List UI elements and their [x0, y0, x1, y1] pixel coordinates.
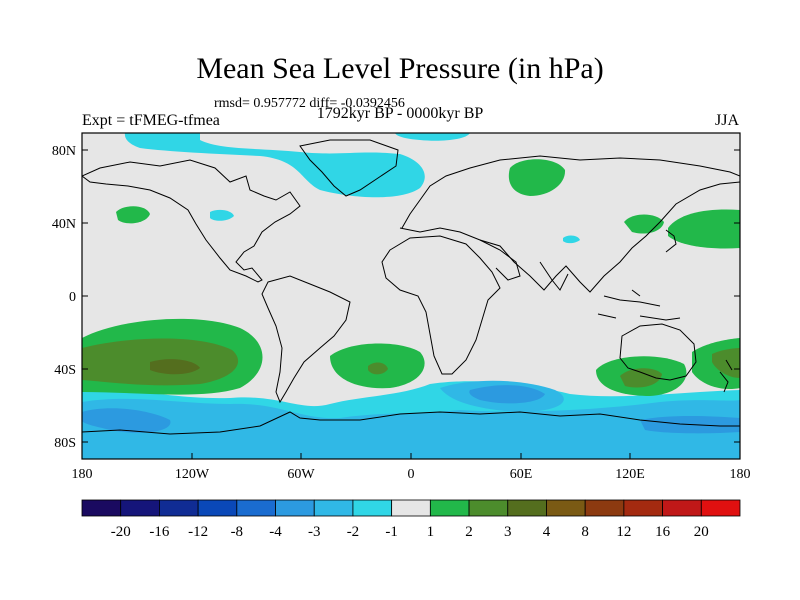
colorbar-swatch	[352, 499, 393, 517]
colorbar-swatch	[81, 499, 122, 517]
colorbar-label: -12	[188, 524, 208, 540]
colorbar-swatch	[313, 499, 354, 517]
southeast-asia-islands	[597, 289, 681, 321]
lat-label-40s: 40S	[54, 363, 76, 378]
antarctic-negative-core	[82, 398, 740, 459]
lon-label-60e: 60E	[510, 467, 533, 482]
colorbar-label: -1	[385, 524, 398, 540]
colorbar-label: -4	[269, 524, 282, 540]
colorbar-label: 2	[465, 524, 473, 540]
colorbar-swatch	[546, 499, 586, 517]
antarctica-coastline	[82, 411, 740, 435]
south-atlantic-positive-core	[368, 362, 388, 375]
eurasia-coastline	[399, 155, 740, 293]
season-label: JJA	[715, 112, 740, 129]
colorbar: -20 -16 -12 -8 -4 -3 -2 -1 1 2 3 4 8 12 16 20	[81, 499, 741, 540]
lon-label-180w: 180	[72, 467, 93, 482]
south-pacific-strong-core	[150, 359, 200, 375]
colorbar-label: -20	[111, 524, 131, 540]
lat-label-0: 0	[69, 290, 76, 305]
africa-coastline	[381, 235, 501, 375]
lat-label-40n: 40N	[52, 217, 76, 232]
colorbar-swatch	[662, 499, 702, 517]
north-atlantic-small-negative	[210, 209, 234, 221]
east-asia-positive-cell	[624, 214, 664, 234]
colorbar-swatch	[623, 499, 663, 517]
lon-label-180e: 180	[730, 467, 751, 482]
colorbar-swatch	[391, 499, 431, 517]
lon-label-120w: 120W	[175, 467, 210, 482]
colorbar-label: -2	[347, 524, 360, 540]
japan-coastline	[665, 229, 677, 253]
lon-label-120e: 120E	[615, 467, 645, 482]
coastlines	[82, 139, 740, 435]
lat-label-80n: 80N	[52, 144, 76, 159]
colorbar-label: -8	[231, 524, 244, 540]
colorbar-swatch	[584, 499, 625, 517]
lat-label-80s: 80S	[54, 436, 76, 451]
colorbar-label: 16	[655, 524, 671, 540]
colorbar-swatch	[236, 499, 276, 517]
colorbar-label: 1	[427, 524, 435, 540]
lon-label-60w: 60W	[287, 467, 315, 482]
north-pacific-west-positive-cell	[116, 206, 150, 224]
lon-label-0: 0	[408, 467, 415, 482]
arctic-greenland-negative	[124, 133, 425, 198]
anomaly-fields	[82, 133, 740, 459]
southern-ocean-strong-negative	[82, 408, 171, 433]
siberia-positive-cell	[508, 159, 566, 196]
colorbar-label: -16	[149, 524, 169, 540]
colorbar-swatch	[275, 499, 315, 517]
colorbar-swatch	[700, 499, 741, 517]
colorbar-label: 12	[616, 524, 631, 540]
colorbar-label: 20	[694, 524, 709, 540]
southwest-pacific-positive-core	[712, 348, 740, 378]
indian-sector-strong-negative	[469, 385, 545, 404]
colorbar-label: 4	[543, 524, 551, 540]
north-america-coastline	[82, 159, 301, 283]
time-period-label: 1792kyr BP - 0000kyr BP	[316, 105, 484, 122]
colorbar-label: -3	[308, 524, 321, 540]
australia-coastline	[619, 323, 697, 381]
colorbar-swatch	[507, 499, 547, 517]
colorbar-swatch	[159, 499, 199, 517]
axis-ticks	[81, 149, 741, 459]
rmsd-diff-stats: rmsd= 0.957772 diff= -0.0392456	[214, 96, 405, 111]
colorbar-label: 8	[581, 524, 589, 540]
colorbar-label: 3	[504, 524, 512, 540]
north-pacific-positive-cell	[668, 209, 740, 249]
arctic-east-negative	[395, 133, 470, 141]
south-america-coastline	[261, 275, 351, 404]
central-asia-small-negative	[563, 235, 580, 244]
experiment-label: Expt = tFMEG-tfmea	[82, 112, 220, 129]
colorbar-swatch	[468, 499, 509, 517]
colorbar-swatch	[197, 499, 238, 517]
colorbar-swatch	[429, 499, 470, 517]
arabia-india-coastline	[479, 239, 569, 291]
greenland-coastline	[299, 139, 399, 197]
new-zealand-coastline	[719, 359, 733, 393]
south-indian-positive-core	[620, 368, 662, 388]
colorbar-swatch	[120, 499, 160, 517]
map-title: Mean Sea Level Pressure (in hPa)	[196, 52, 604, 85]
